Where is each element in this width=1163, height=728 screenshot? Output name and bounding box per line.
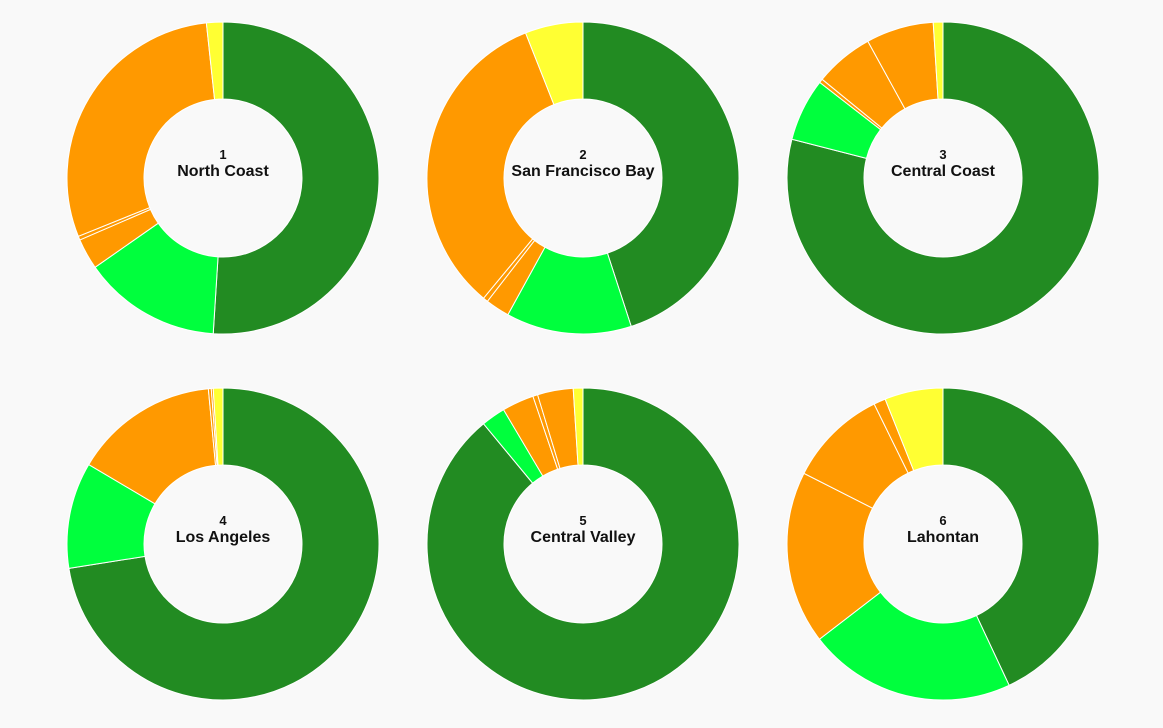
donut-chart-1: 1 North Coast bbox=[63, 18, 383, 338]
donut-5-slice-1[interactable] bbox=[426, 387, 740, 701]
donut-chart-6: 6 Lahontan bbox=[783, 384, 1103, 704]
donut-2-slice-1[interactable] bbox=[582, 21, 740, 327]
donut-svg-5 bbox=[426, 387, 740, 701]
donut-4-slice-6[interactable] bbox=[212, 387, 224, 466]
donut-4-slice-1[interactable] bbox=[68, 387, 380, 701]
donut-chart-4: 4 Los Angeles bbox=[63, 384, 383, 704]
donut-chart-3: 3 Central Coast bbox=[783, 18, 1103, 338]
donut-svg-3 bbox=[786, 21, 1100, 335]
donut-5-slice-6[interactable] bbox=[572, 387, 584, 466]
donut-svg-4 bbox=[66, 387, 380, 701]
donut-2-slice-6[interactable] bbox=[524, 21, 584, 106]
donut-chart-2: 2 San Francisco Bay bbox=[423, 18, 743, 338]
donut-svg-1 bbox=[66, 21, 380, 335]
donut-2-slice-5[interactable] bbox=[426, 32, 555, 299]
donut-svg-6 bbox=[786, 387, 1100, 701]
donut-svg-2 bbox=[426, 21, 740, 335]
donut-6-slice-2[interactable] bbox=[818, 591, 1010, 701]
donut-1-slice-6[interactable] bbox=[205, 21, 224, 101]
donut-1-slice-1[interactable] bbox=[212, 21, 380, 335]
donut-3-slice-6[interactable] bbox=[932, 21, 944, 100]
donut-1-slice-5[interactable] bbox=[66, 22, 216, 237]
donut-6-slice-1[interactable] bbox=[942, 387, 1100, 686]
donut-chart-5: 5 Central Valley bbox=[423, 384, 743, 704]
donut-6-slice-6[interactable] bbox=[884, 387, 944, 472]
donut-3-slice-1[interactable] bbox=[786, 21, 1100, 335]
